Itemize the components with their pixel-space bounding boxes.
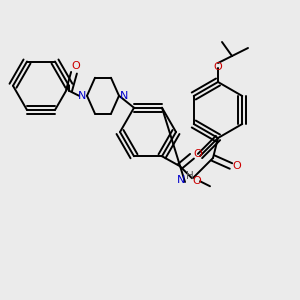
Text: O: O	[214, 62, 222, 72]
Text: O: O	[194, 149, 202, 159]
Text: O: O	[72, 61, 80, 71]
Text: N: N	[177, 175, 185, 185]
Text: H: H	[186, 171, 194, 181]
Text: O: O	[232, 161, 242, 171]
Text: O: O	[193, 176, 201, 186]
Text: N: N	[78, 91, 86, 101]
Text: N: N	[120, 91, 128, 101]
